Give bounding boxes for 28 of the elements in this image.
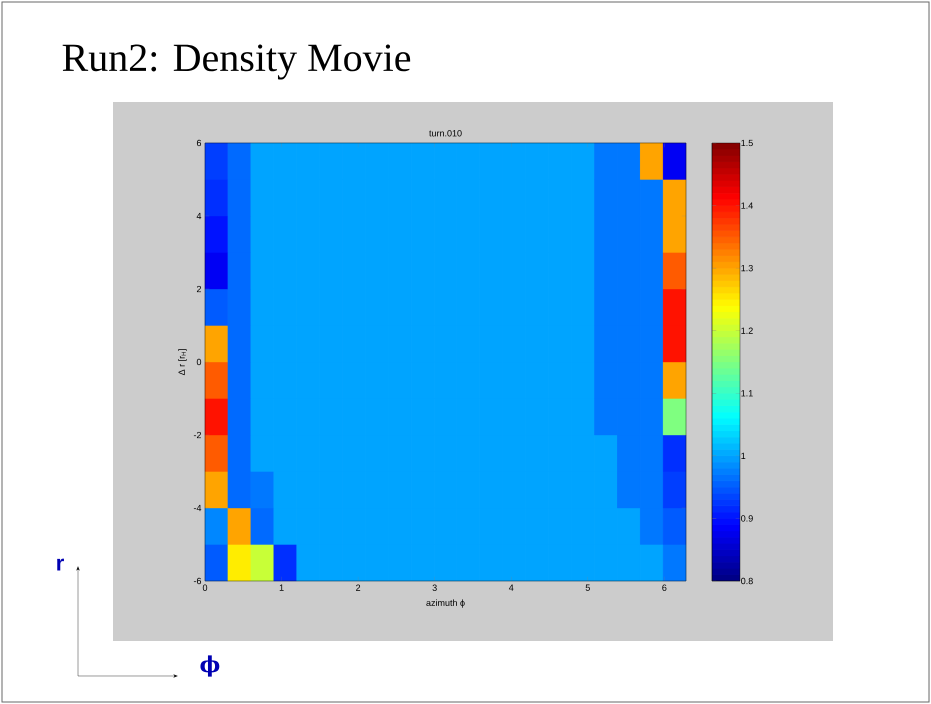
x-tick-label: 4 [508,584,514,591]
color-bar-label: 0.8 [741,578,753,584]
text: ϕ [200,655,220,677]
y-tick-label: 0 [196,358,202,366]
color-bar-label: 1.5 [741,140,753,146]
y-tick-label: 2 [196,286,202,292]
x-tick-label: 3 [432,584,437,591]
text: r [57,558,64,570]
x-tick-label: 2 [356,584,360,591]
x-tick-label: 1 [280,584,284,591]
color-bar-label: 1.3 [741,264,753,272]
color-bar-label: 0.9 [741,515,753,522]
y-tick-label: -6 [194,578,202,584]
y-tick-label: 6 [196,140,202,146]
y-tick-label: -2 [194,432,202,438]
y-tick-label: 4 [196,212,202,220]
color-bar-label: 1 [741,452,746,459]
y-axis-title: Δ r [r$_{H}$] [178,349,187,376]
color-bar-label: 1.2 [741,328,753,334]
x-axis-title: azimuth ϕ [426,599,465,608]
chart-subtitle: turn.010 [429,130,462,136]
y-tick-label: -4 [194,504,202,512]
color-bar-label: 1.4 [741,202,753,209]
x-tick-label: 6 [662,584,666,591]
color-bar-label: 1.1 [741,390,753,396]
x-tick-label: 0 [202,584,208,591]
x-tick-label: 5 [586,584,590,591]
chart-title: Run2: Density Movie [62,44,410,80]
